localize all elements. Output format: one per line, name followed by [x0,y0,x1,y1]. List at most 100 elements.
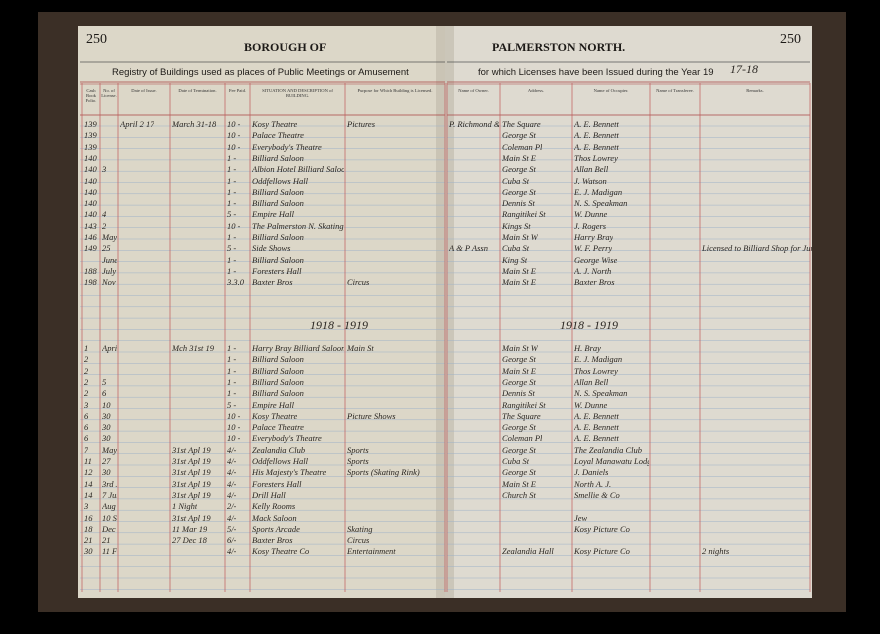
page-number: 250 [780,32,801,47]
ledger-cell: Jew [574,512,588,523]
ledger-cell: George St [502,164,536,175]
ledger-cell: 7 June [102,489,117,500]
ledger-cell: 1 - [227,232,237,242]
ledger-cell: 4/- [227,444,237,455]
ledger-cell: Foresters Hall [252,478,302,489]
ledger-cell: 1 - [227,376,237,387]
ledger-cell: 31st Apl 19 [172,456,211,466]
ledger-cell: 6 [84,410,89,421]
ledger-cell: 1 - [227,343,237,353]
ledger-cell: Billiard Saloon [252,365,304,376]
ledger-cell: 1 - [227,186,237,197]
ledger-cell: 12 [84,467,93,478]
ledger-cell: H. Bray [574,343,601,353]
ledger-cell: Cuba St [502,175,530,186]
ledger-cell: March 31-18 [172,119,217,129]
column-header: Fee Paid. [228,88,247,93]
ledger-cell: 140 [84,209,97,220]
ledger-cell: Dennis St [502,198,535,209]
ledger-cell: Palace Theatre [252,130,304,141]
ledger-cell: Coleman Pl [502,141,543,152]
ledger-cell: April 4 18 [102,343,117,353]
ledger-cell: Everybody's Theatre [252,433,322,444]
right-page [445,26,812,598]
ledger-cell: Main St W [502,343,538,353]
column-header: Date of Termination. [178,88,217,93]
ledger-cell: 30 [102,410,111,421]
ledger-cell: 10 - [227,141,241,152]
ledger-cell: The Zealandia Club [574,444,643,455]
ledger-cell: 5 [102,376,107,387]
column-header: SITUATION AND DESCRIPTION of BUILDING. [262,88,333,98]
ledger-cell: 3 [84,399,89,410]
ledger-cell: 11 Mar 19 [172,523,208,534]
ledger-cell: Dec [102,523,116,534]
ledger-cell: 4/- [227,546,237,557]
ledger-cell: J. Daniels [574,467,609,478]
ledger-cell: 6 [102,388,107,399]
ledger-cell: N. S. Speakman [574,198,628,209]
ledger-cell: 30 [84,546,93,557]
ledger-cell: 10 - [227,410,241,421]
ledger-cell: Kosy Theatre [252,119,298,129]
ledger-cell: July 25 [102,265,117,276]
ledger-cell: Foresters Hall [252,265,302,276]
ledger-cell: Main St W [502,232,538,242]
ledger-cell: 14 [84,489,93,500]
ledger-cell: Loyal Manawatu Lodge [574,456,649,466]
ledger-cell: June 2 [102,254,117,265]
ledger-cell: Billiard Saloon [252,186,304,197]
ledger-cell: 2 [102,220,107,231]
ledger-cell: 1 Night [172,501,198,512]
ledger-cell: 14 [84,478,93,489]
ledger-cell: N. S. Speakman [574,388,628,399]
registry-title: Registry of Buildings used as places of … [112,67,409,78]
ledger-cell: Allan Bell [574,376,609,387]
ledger-cell: Cuba St [502,456,530,466]
ledger-cell: 1 - [227,365,237,376]
column-header: Address. [527,88,545,93]
ledger-cell: The Square [502,410,541,421]
ledger-cell: 31st Apl 19 [172,467,211,478]
ledger-cell: Main St E [502,365,536,376]
ledger-cell: Dennis St [502,388,535,399]
ledger-cell: 1 - [227,265,237,276]
ledger-cell: George St [502,186,536,197]
ledger-cell: Billiard Saloon [252,198,304,209]
ledger-cell: W. Dunne [574,399,608,410]
ledger-cell: Empire Hall [252,399,294,410]
ledger-cell: 10 Sept [102,512,117,523]
ledger-cell: 6/- [227,535,237,546]
ledger-cell: Oddfellows Hall [252,456,308,466]
ledger-cell: May 3 [102,232,117,242]
ledger-cell: A. E. Bennett [574,410,619,421]
ledger-cell: May 8 [102,444,117,455]
ledger-cell: The Square [502,119,541,129]
column-header: Name of Occupier. [593,88,629,93]
ledger-cell: Allan Bell [574,164,609,175]
ledger-cell: J. Rogers [574,220,607,231]
ledger-cell: 146 [84,232,97,242]
ledger-cell: Church St [502,489,536,500]
ledger-cell: The Palmerston N. Skating Rink [252,220,344,231]
ledger-cell: 31st Apl 19 [172,489,211,500]
ledger-cell: 140 [84,164,97,175]
ledger-cell: 149 [84,243,97,254]
ledger-cell: Billiard Saloon [252,388,304,399]
ledger-cell: 31st Apl 19 [172,512,211,523]
ledger-cell: 11 [84,456,92,466]
ledger-cell: A. J. North [574,265,612,276]
column-header: Cash Book Folio. [85,88,97,103]
ledger-cell: Drill Hall [252,489,286,500]
ledger-cell: 198 [84,277,97,288]
ledger-cell: George St [502,422,536,433]
ledger-cell: 2 [84,376,89,387]
ledger-cell: Kosy Theatre Co [252,546,310,557]
ledger-cell: Rangitikei St [502,399,546,410]
ledger-cell: 3.3.0 [227,277,244,288]
ledger-cell: Side Shows [252,243,291,254]
ledger-cell: 5 - [227,399,237,410]
section-heading: 1918 - 1919 [560,318,618,332]
ledger-cell: 4/- [227,467,237,478]
ledger-cell: Palace Theatre [252,422,304,433]
